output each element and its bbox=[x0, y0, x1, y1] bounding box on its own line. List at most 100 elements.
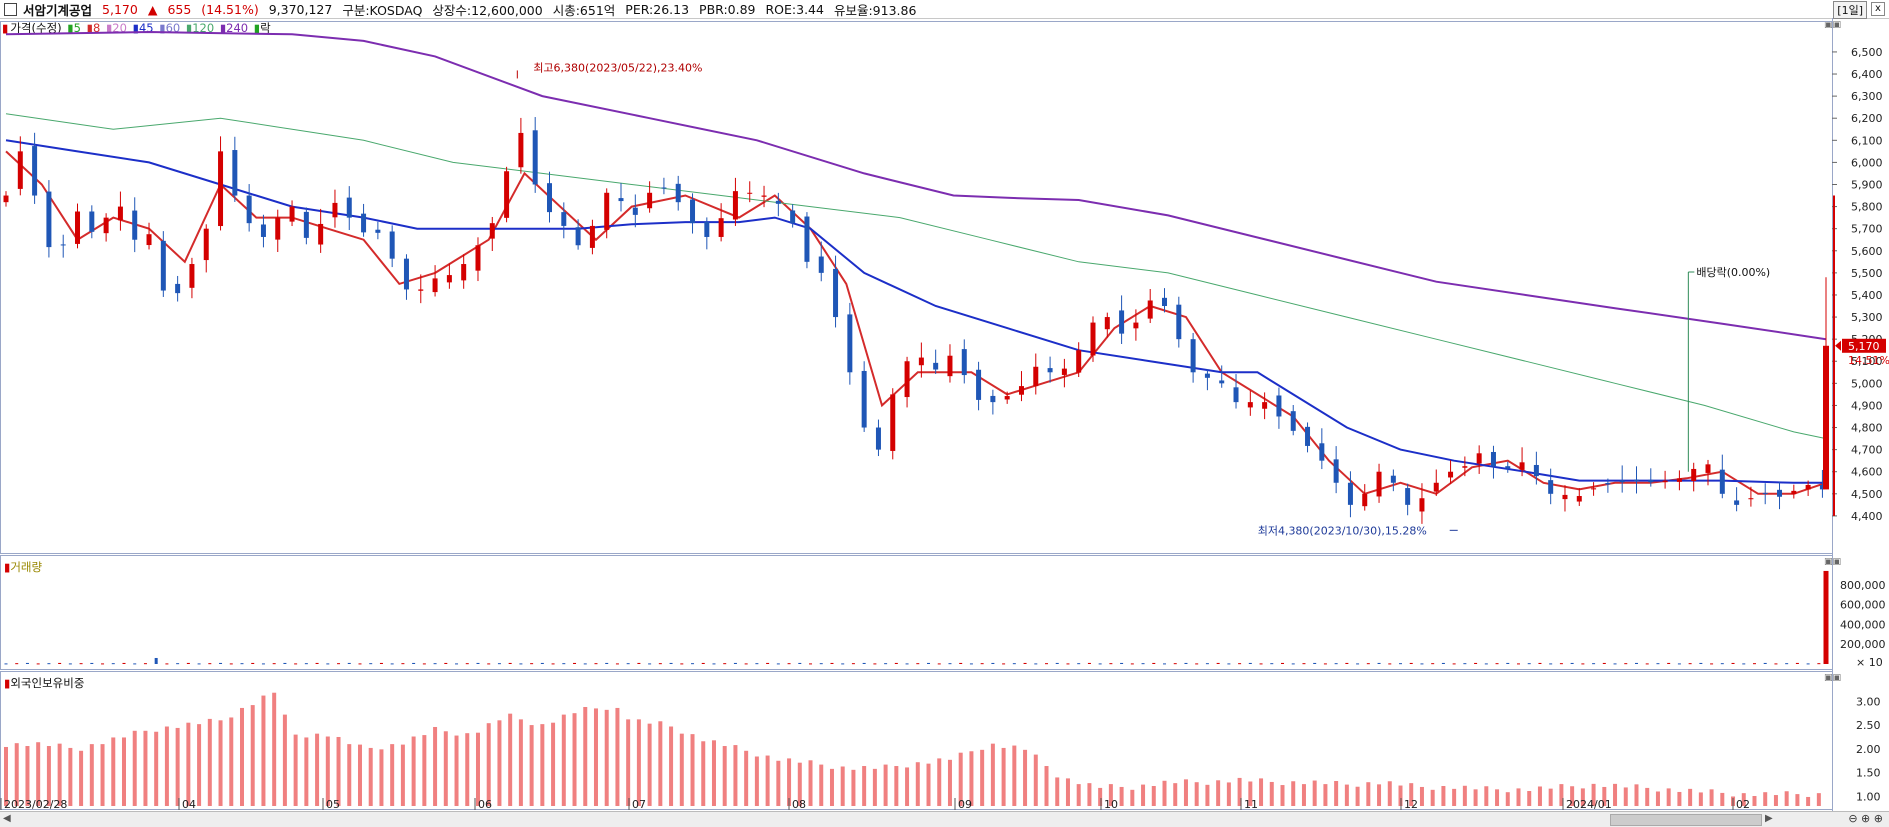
candle-body bbox=[1376, 471, 1382, 497]
price-tick-label: 4,800 bbox=[1851, 422, 1883, 435]
reserve-ratio: 유보율:913.86 bbox=[833, 2, 917, 18]
volume-bar bbox=[358, 663, 362, 665]
volume-bar bbox=[1795, 662, 1799, 664]
scroll-thumb[interactable] bbox=[1610, 814, 1762, 826]
foreign-bar bbox=[1130, 789, 1135, 806]
foreign-bar bbox=[1098, 787, 1103, 806]
foreign-bar bbox=[1023, 749, 1028, 806]
volume-bar bbox=[658, 663, 662, 665]
close-icon[interactable]: x bbox=[1871, 2, 1885, 16]
volume-bar bbox=[1742, 663, 1746, 665]
candle-body bbox=[890, 394, 896, 451]
volume-bar bbox=[304, 663, 308, 665]
legend-ma120: ▮120 bbox=[185, 21, 215, 35]
candle-body bbox=[1162, 297, 1168, 307]
scroll-left-icon[interactable]: ◀ bbox=[3, 813, 11, 824]
volume-unit: × 10 bbox=[1856, 656, 1883, 669]
volume-bar bbox=[1227, 663, 1231, 665]
volume-bar bbox=[1323, 663, 1327, 665]
legend-ma5: ▮5 bbox=[67, 21, 81, 35]
volume-bar bbox=[1313, 662, 1317, 664]
price-tick-label: 5,800 bbox=[1851, 201, 1883, 214]
candle-body bbox=[632, 207, 638, 215]
candle-body bbox=[260, 224, 266, 237]
volume-bar bbox=[1259, 663, 1263, 665]
price-tick-label: 4,900 bbox=[1851, 399, 1883, 412]
foreign-bar bbox=[1795, 794, 1800, 806]
listed-shares: 상장수:12,600,000 bbox=[432, 2, 543, 18]
candle-body bbox=[146, 234, 152, 246]
foreign-bar bbox=[1752, 796, 1757, 806]
volume-bar bbox=[508, 662, 512, 664]
change-arrow-icon: ▲ bbox=[147, 1, 158, 17]
select-checkbox[interactable] bbox=[4, 2, 17, 16]
panel-frame-1 bbox=[0, 555, 1833, 670]
volume-bar bbox=[58, 662, 62, 664]
candle-body bbox=[103, 217, 109, 234]
foreign-bar bbox=[701, 741, 706, 806]
volume-bar bbox=[1613, 663, 1617, 665]
candle-body bbox=[904, 361, 910, 398]
foreign-bar bbox=[722, 746, 727, 806]
volume-bar bbox=[626, 663, 630, 665]
price-tick-label: 4,700 bbox=[1851, 444, 1883, 457]
foreign-bar bbox=[1430, 789, 1435, 806]
candle-body bbox=[418, 289, 424, 291]
foreign-bar bbox=[336, 736, 341, 806]
candle-body bbox=[32, 146, 38, 196]
volume-bar bbox=[219, 662, 223, 664]
candle-body bbox=[403, 258, 409, 290]
foreign-bar bbox=[883, 764, 888, 806]
price-tick-label: 5,100 bbox=[1851, 355, 1883, 368]
foreign-bar bbox=[1698, 792, 1703, 806]
volume-bar bbox=[980, 663, 984, 665]
volume-bar bbox=[1109, 663, 1113, 665]
price-tick-label: 6,200 bbox=[1851, 112, 1883, 125]
candle-body bbox=[175, 283, 181, 294]
zoom-controls-icon[interactable]: ⊖ ⊕ ⊕ bbox=[1848, 812, 1883, 825]
x-tick-label: 2023/02/28 bbox=[4, 798, 67, 811]
info-bar: 서암기계공업 5,170 ▲ 655 (14.51%) 9,370,127 구분… bbox=[0, 0, 1889, 19]
foreign-bar bbox=[776, 760, 781, 806]
period-button[interactable]: [1일] bbox=[1833, 1, 1867, 19]
candle-body bbox=[1018, 386, 1024, 395]
foreign-bar bbox=[969, 751, 974, 806]
volume-bar bbox=[25, 662, 29, 664]
volume-bar bbox=[1538, 662, 1542, 664]
candle-body bbox=[1262, 402, 1268, 409]
volume-tick-label: 800,000 bbox=[1840, 579, 1886, 592]
volume-bar bbox=[562, 663, 566, 665]
stock-name[interactable]: 서암기계공업 bbox=[23, 2, 93, 18]
volume-bar bbox=[186, 662, 190, 664]
volume-bar bbox=[143, 663, 147, 665]
foreign-bar bbox=[4, 746, 8, 806]
legend-dividend: ▮락 bbox=[253, 21, 271, 35]
volume-bar bbox=[905, 663, 909, 665]
volume-bar bbox=[969, 663, 973, 665]
foreign-bar bbox=[1065, 778, 1070, 806]
chart-canvas[interactable]: 6,500 6,400 6,300 6,200 6,100 6,000 5,900 5,800… bbox=[0, 18, 1889, 811]
volume-bar bbox=[1291, 663, 1295, 665]
foreign-bar bbox=[937, 758, 942, 806]
foreign-tick-label: 1.00 bbox=[1856, 790, 1881, 803]
scroll-right-icon[interactable]: ▶ bbox=[1765, 813, 1773, 824]
volume-bar bbox=[1098, 663, 1102, 665]
foreign-bar bbox=[1591, 783, 1596, 806]
foreign-bar bbox=[1634, 784, 1639, 806]
foreign-bar bbox=[1773, 795, 1778, 806]
roe-value: ROE:3.44 bbox=[765, 1, 824, 17]
volume-bar bbox=[1441, 662, 1445, 664]
foreign-bar bbox=[1452, 788, 1457, 806]
volume-bar bbox=[680, 663, 684, 665]
candle-body bbox=[1133, 322, 1139, 329]
volume-tick-label: 600,000 bbox=[1840, 599, 1886, 612]
price-tick-label: 6,500 bbox=[1851, 46, 1883, 59]
candle-body bbox=[1004, 396, 1010, 400]
candle-body bbox=[1576, 496, 1582, 502]
foreign-bar bbox=[1709, 789, 1714, 806]
volume-bar bbox=[605, 662, 609, 664]
candle-body bbox=[446, 275, 452, 283]
foreign-bar bbox=[980, 749, 985, 806]
horizontal-scrollbar[interactable]: ◀ ▶ ⊖ ⊕ ⊕ bbox=[0, 811, 1889, 827]
candle-body bbox=[1676, 478, 1682, 482]
